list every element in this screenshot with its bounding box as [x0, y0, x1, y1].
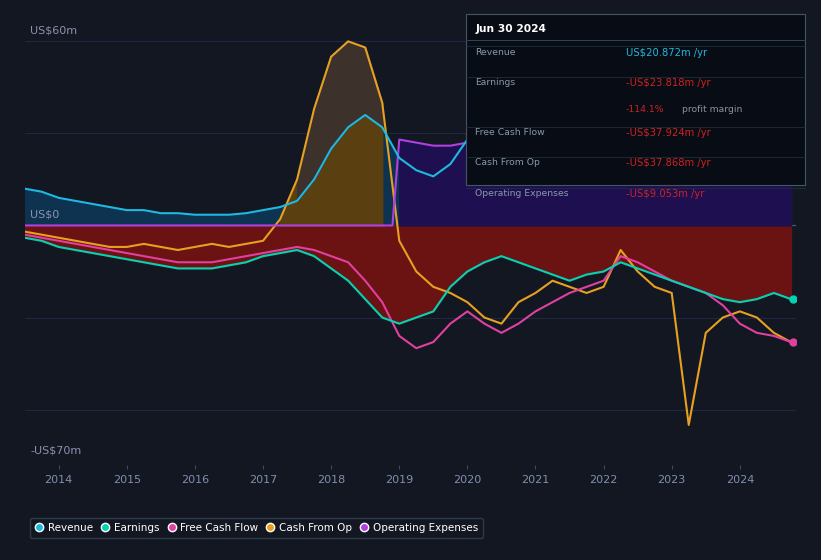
Text: -114.1%: -114.1% — [626, 105, 664, 114]
Text: profit margin: profit margin — [679, 105, 742, 114]
Text: Revenue: Revenue — [475, 48, 516, 57]
Text: US$60m: US$60m — [30, 25, 77, 35]
Text: -US$70m: -US$70m — [30, 446, 81, 456]
Text: -US$9.053m /yr: -US$9.053m /yr — [626, 189, 704, 199]
Text: US$20.872m /yr: US$20.872m /yr — [626, 48, 707, 58]
Text: Operating Expenses: Operating Expenses — [475, 189, 569, 198]
Text: Cash From Op: Cash From Op — [475, 158, 540, 167]
Text: Jun 30 2024: Jun 30 2024 — [475, 24, 546, 34]
Text: -US$23.818m /yr: -US$23.818m /yr — [626, 78, 710, 88]
Text: -US$37.924m /yr: -US$37.924m /yr — [626, 128, 710, 138]
Text: Free Cash Flow: Free Cash Flow — [475, 128, 545, 137]
Legend: Revenue, Earnings, Free Cash Flow, Cash From Op, Operating Expenses: Revenue, Earnings, Free Cash Flow, Cash … — [30, 517, 483, 538]
Text: -US$37.868m /yr: -US$37.868m /yr — [626, 158, 710, 169]
Text: Earnings: Earnings — [475, 78, 516, 87]
Text: US$0: US$0 — [30, 209, 59, 220]
